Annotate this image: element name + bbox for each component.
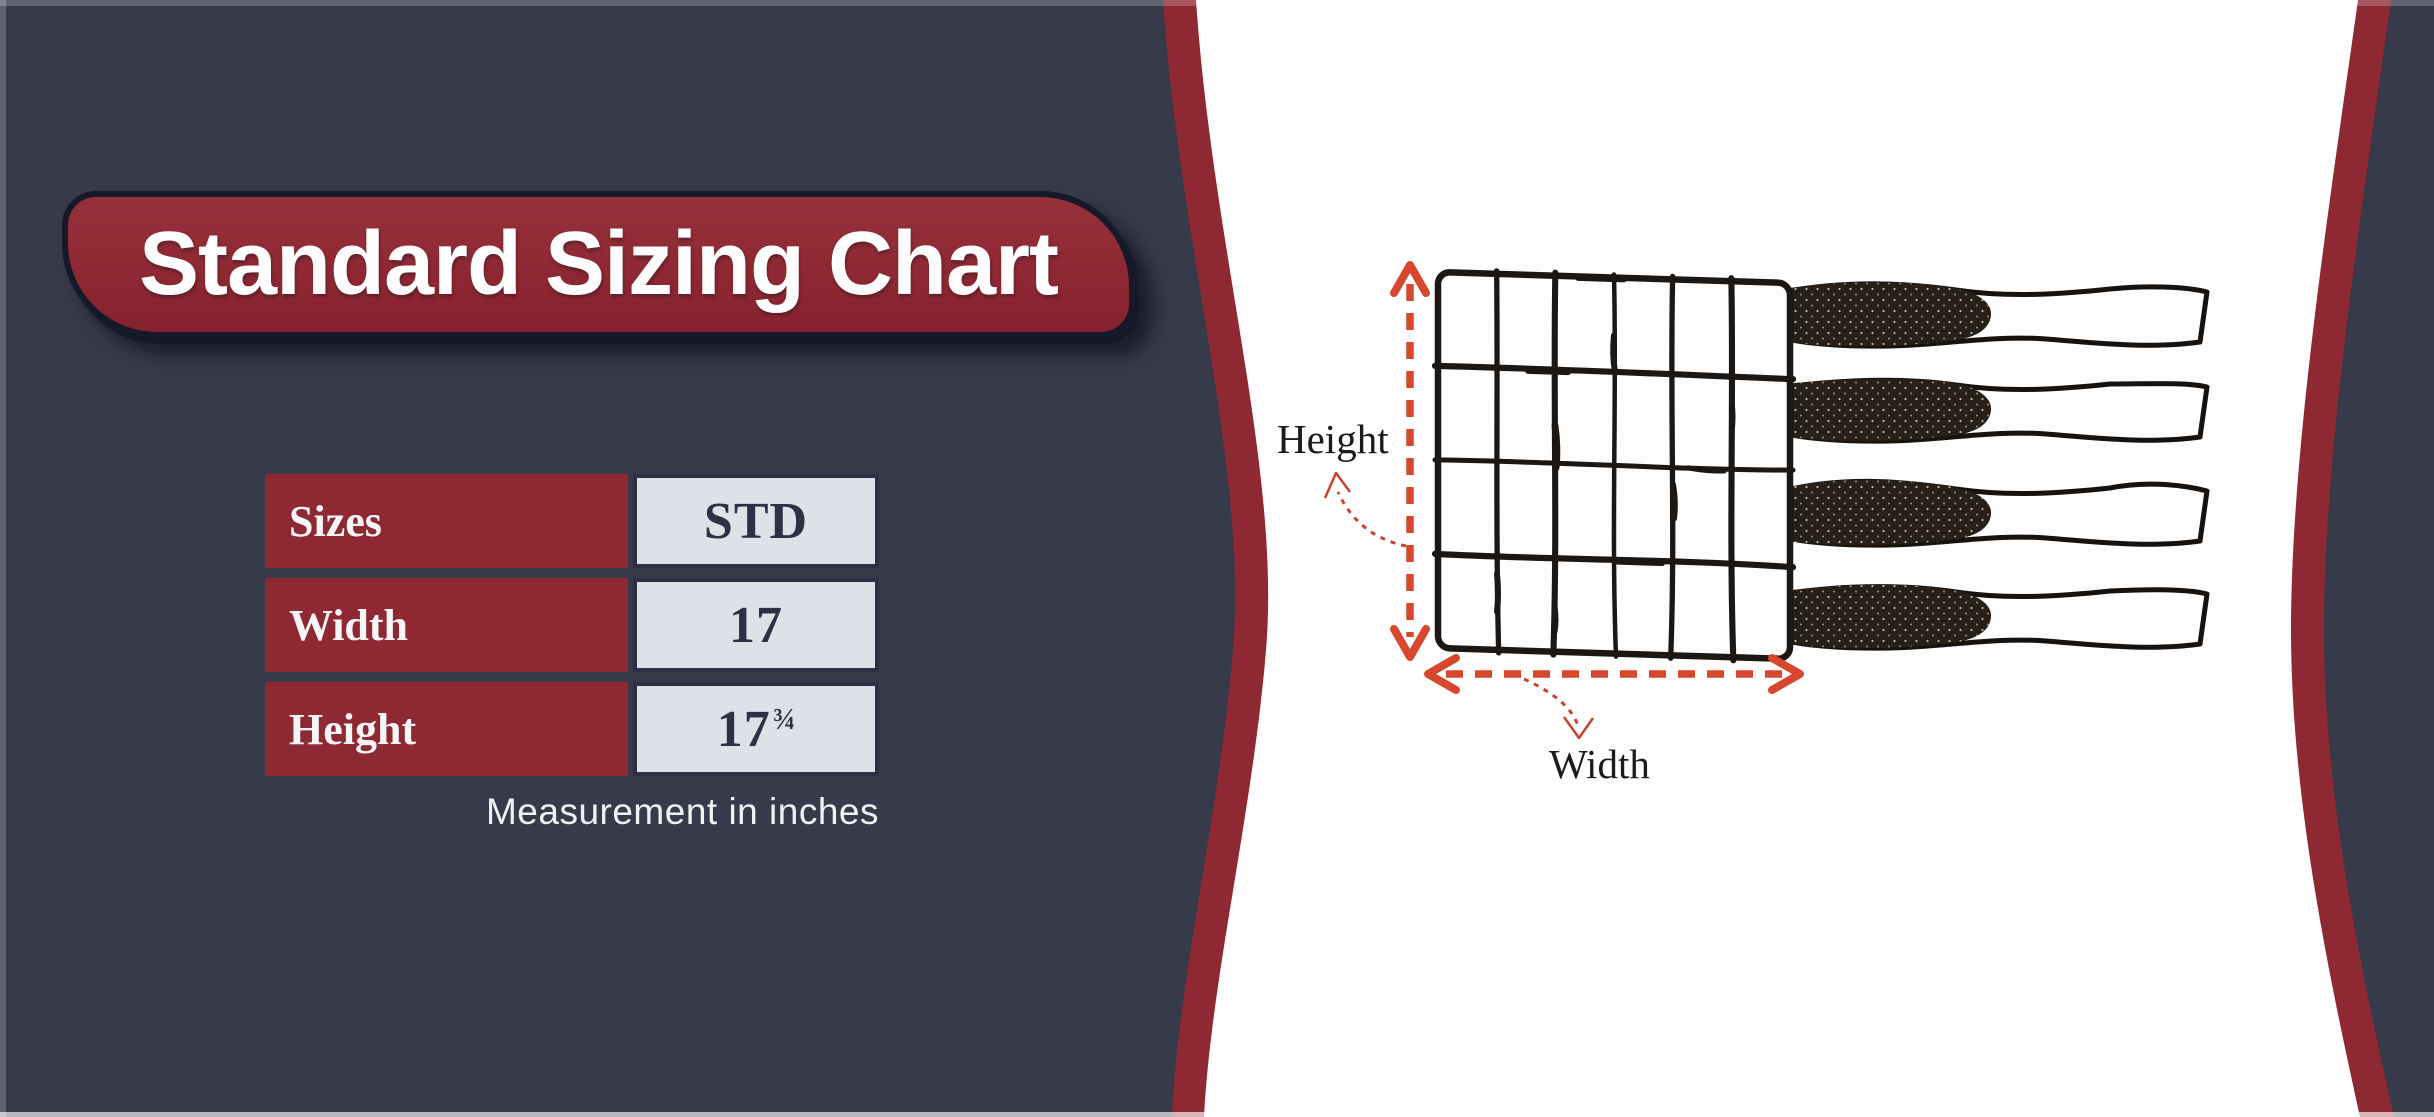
title-banner: Standard Sizing Chart [62,191,1135,338]
width-label: Width [1549,741,1650,787]
table-value-cell: STD [633,474,879,568]
right-navy-panel [2324,0,2434,1117]
strap-drawing [1780,281,2210,349]
table-value-cell: 17 [633,578,879,672]
width-dimension-arrow [1424,654,1804,694]
height-label: Height [1277,416,1389,462]
size-table: Sizes STD Width 17 Height 17 ¾ [265,474,879,776]
grid-lines [1431,268,1797,664]
table-label-cell: Sizes [265,474,628,568]
table-label-cell: Width [265,578,628,672]
straps [1780,281,2210,651]
strap-drawing [1780,584,2210,651]
height-pointer-arrow [1323,471,1407,548]
table-value-cell: 17 ¾ [633,682,879,776]
width-pointer-arrow [1523,677,1595,740]
strap-drawing [1780,377,2210,444]
table-label-cell: Height [265,682,628,776]
grid-panel-drawing [1431,268,1797,664]
measurement-note: Measurement in inches [485,791,879,832]
strap-drawing [1780,478,2210,548]
page-title: Standard Sizing Chart [138,214,1059,314]
height-dimension-arrow [1390,261,1430,661]
